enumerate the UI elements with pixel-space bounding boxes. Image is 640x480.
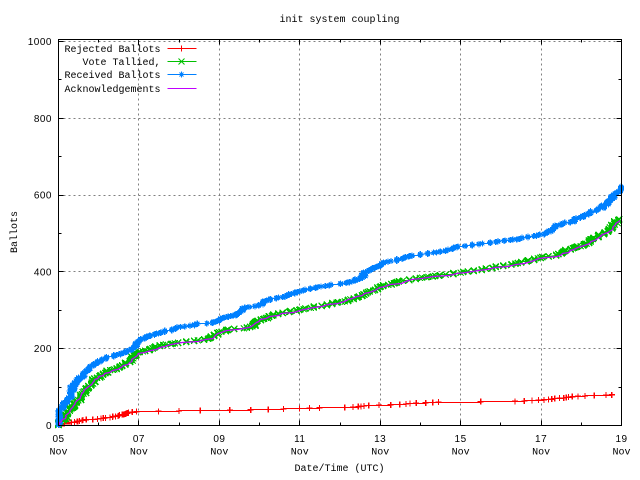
svg-text:15: 15 xyxy=(455,434,467,445)
svg-text:400: 400 xyxy=(34,267,52,278)
svg-text:Nov: Nov xyxy=(452,448,470,459)
svg-text:Nov: Nov xyxy=(612,448,630,459)
svg-text:07: 07 xyxy=(133,434,145,445)
svg-text:09: 09 xyxy=(213,434,225,445)
svg-text:19: 19 xyxy=(615,434,627,445)
svg-text:Nov: Nov xyxy=(210,448,228,459)
svg-text:Nov: Nov xyxy=(532,448,550,459)
svg-text:800: 800 xyxy=(34,114,52,125)
svg-text:11: 11 xyxy=(294,434,305,445)
svg-text:Date/Time (UTC): Date/Time (UTC) xyxy=(294,463,384,475)
svg-text:Ballots: Ballots xyxy=(9,211,21,253)
svg-text:Acknowledgements: Acknowledgements xyxy=(64,84,160,96)
svg-text:05: 05 xyxy=(52,434,64,445)
svg-text:Nov: Nov xyxy=(291,448,309,459)
svg-text:init system coupling: init system coupling xyxy=(279,14,399,26)
svg-text:Nov: Nov xyxy=(371,448,389,459)
svg-text:600: 600 xyxy=(34,191,52,202)
svg-text:Nov: Nov xyxy=(130,448,148,459)
svg-text:17: 17 xyxy=(535,434,547,445)
svg-text:Received Ballots: Received Ballots xyxy=(64,70,160,82)
svg-text:13: 13 xyxy=(374,434,386,445)
svg-text:200: 200 xyxy=(34,344,52,355)
svg-text:Nov: Nov xyxy=(49,448,67,459)
svg-text:1000: 1000 xyxy=(28,37,52,48)
svg-text:0: 0 xyxy=(46,421,52,432)
svg-text:Vote Tallied,: Vote Tallied, xyxy=(82,57,160,69)
svg-text:Rejected Ballots: Rejected Ballots xyxy=(64,44,160,56)
